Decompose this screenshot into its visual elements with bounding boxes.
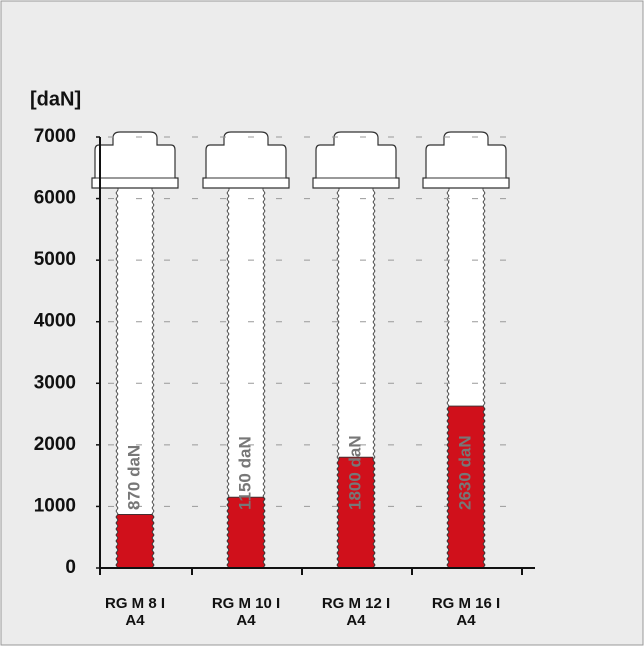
y-tick-label: 7000	[34, 126, 76, 147]
y-tick-label: 2000	[34, 434, 76, 455]
bolt-shaft	[115, 187, 155, 569]
bolt-head	[91, 131, 179, 189]
x-tick-label: RG M 8 I	[105, 595, 165, 612]
y-tick-label: 1000	[34, 495, 76, 516]
bolt-head	[312, 131, 400, 189]
y-axis-label: [daN]	[30, 88, 81, 110]
bar	[446, 405, 486, 569]
y-tick-label: 3000	[34, 372, 76, 393]
bolt-head	[202, 131, 290, 189]
bar	[226, 496, 266, 569]
x-tick-label: RG M 12 I	[322, 595, 390, 612]
x-tick-label: A4	[346, 612, 366, 629]
x-tick-label: A4	[125, 612, 145, 629]
y-tick-label: 0	[65, 557, 76, 578]
value-label: 1150 daN	[235, 436, 254, 510]
value-label: 870 daN	[124, 445, 143, 510]
x-tick-label: RG M 16 I	[432, 595, 500, 612]
x-tick-label: A4	[456, 612, 476, 629]
bolt-head	[422, 131, 510, 189]
x-tick-label: RG M 10 I	[212, 595, 280, 612]
bar	[336, 456, 376, 569]
x-tick-label: A4	[236, 612, 256, 629]
value-label: 2630 daN	[455, 435, 474, 510]
y-tick-label: 6000	[34, 188, 76, 209]
y-tick-label: 5000	[34, 249, 76, 270]
y-tick-label: 4000	[34, 311, 76, 332]
value-label: 1800 daN	[345, 435, 364, 510]
bar	[115, 514, 155, 569]
